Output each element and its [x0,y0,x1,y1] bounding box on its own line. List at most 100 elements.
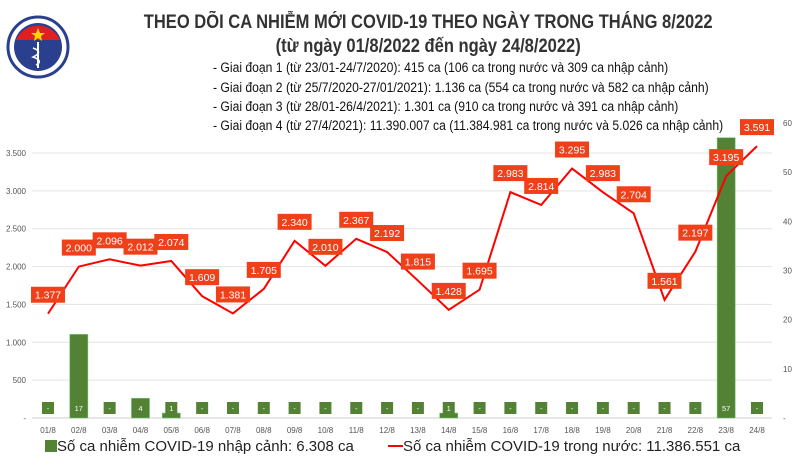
line-data-label: 2.012 [127,242,153,254]
stage-note-2: - Giai đoạn 2 (từ 25/7/2020-27/01/2021):… [213,80,709,95]
line-label-box [431,282,466,299]
line-label-box [647,272,682,289]
x-axis-tick: 08/8 [256,426,272,435]
legend-line-swatch [388,445,403,447]
bar-data-label: - [417,404,420,413]
line-label-box [215,286,250,303]
line-label-box [61,239,96,256]
line-data-label: 2.983 [590,168,616,180]
x-axis-tick: 17/8 [533,426,549,435]
bar-data-label: - [355,404,358,413]
bar-data-label: - [324,404,327,413]
bar-data-label: - [602,404,605,413]
line-label-box [462,262,497,279]
x-axis-tick: 10/8 [318,426,334,435]
bar-data-label: - [694,404,697,413]
left-axis-tick: 3.000 [6,187,27,196]
right-axis-tick: 10 [783,365,792,374]
line-label-box [154,233,189,250]
bar-data-label: - [756,404,759,413]
line-label-box [370,225,405,242]
line-label-box [185,269,220,286]
line-data-label: 2.983 [497,168,523,180]
legend-bar-swatch [45,440,57,452]
x-axis-tick: 03/8 [102,426,118,435]
line-data-label: 2.197 [682,228,708,240]
legend-bar: Số ca nhiễm COVID-19 nhập cảnh: 6.308 ca [45,438,354,455]
line-data-label: 2.074 [158,237,184,249]
bar-label-box [442,402,455,414]
line-label-box [678,224,713,241]
x-axis-tick: 20/8 [626,426,642,435]
bar-data-label: 4 [138,404,142,413]
bar-data-label: - [386,404,389,413]
right-axis-tick: 30 [783,267,792,276]
line-label-box [709,149,744,166]
bar-label-box [566,402,579,414]
right-axis-tick: 50 [783,168,792,177]
x-axis-tick: 02/8 [71,426,87,435]
bar-data-label: - [632,404,635,413]
line-data-label: 1.695 [466,266,492,278]
stage-note-3: - Giai đoạn 3 (từ 28/01-26/4/2021): 1.30… [213,99,679,114]
bar-label-box [411,402,424,414]
bar-label-box [381,402,394,414]
line-data-label: 3.591 [744,122,770,134]
line-data-label: 3.295 [559,145,585,157]
x-axis-tick: 07/8 [225,426,241,435]
bar-data-label: - [232,404,235,413]
line-data-label: 2.367 [343,215,369,227]
line-data-label: 1.377 [35,290,61,302]
bar-label-box [42,402,54,414]
line-label-box [524,177,559,194]
line-label-box [400,253,435,270]
legend-bar-label: Số ca nhiễm COVID-19 nhập cảnh: 6.308 ca [57,438,354,455]
x-axis-tick: 12/8 [379,426,395,435]
line-data-label: 2.010 [312,242,338,254]
legend-line: Số ca nhiễm COVID-19 trong nước: 11.386.… [388,438,740,455]
bar-data-label: 1 [447,404,451,413]
line-data-label: 2.096 [97,235,123,247]
bar-data-label: - [571,404,574,413]
bar-data-label: - [478,404,481,413]
bar-label-box [689,402,702,414]
bar-label-box [134,402,147,414]
bar-label-box [103,402,116,414]
line-label-box [555,141,590,158]
left-axis-tick: 1.500 [6,300,27,309]
import-bar [69,334,89,419]
bar-label-box [196,402,209,414]
line-label-box [92,232,127,249]
line-data-label: 2.704 [621,189,647,201]
x-axis-tick: 23/8 [718,426,734,435]
x-axis-tick: 22/8 [688,426,704,435]
x-axis-tick: 19/8 [595,426,611,435]
x-axis-tick: 04/8 [133,426,149,435]
bar-label-box [257,402,270,414]
bar-data-label: - [540,404,543,413]
left-axis-tick: 3.500 [6,149,27,158]
bar-data-label: - [663,404,666,413]
bar-label-box [319,402,332,414]
line-label-box [585,165,620,182]
line-data-label: 3.195 [713,152,739,164]
chart-subtitle: (từ ngày 01/8/2022 đến ngày 24/8/2022) [275,36,581,57]
x-axis-tick: 18/8 [564,426,580,435]
bar-label-box [288,402,301,414]
x-axis-tick: 09/8 [287,426,303,435]
x-axis-tick: 05/8 [164,426,180,435]
bar-label-box [720,402,733,414]
chart-title: THEO DÕI CA NHIỄM MỚI COVID-19 THEO NGÀY… [143,12,713,33]
line-label-box [123,238,158,255]
x-axis-tick: 11/8 [349,426,365,435]
bar-data-label: - [293,404,296,413]
right-axis-tick: 40 [783,217,792,226]
bar-label-box [504,402,517,414]
bar-data-label: - [47,404,50,413]
bar-label-box [473,402,486,414]
line-label-box [277,213,312,230]
bar-label-box [72,402,85,414]
line-label-box [31,286,65,303]
